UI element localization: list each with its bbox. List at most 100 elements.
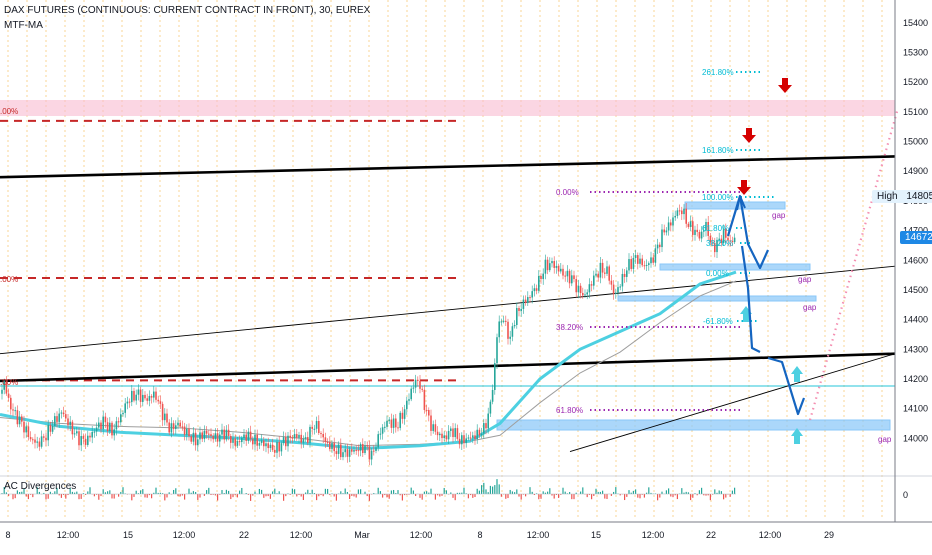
candle-body [623, 273, 626, 277]
candle [540, 273, 542, 284]
candle-body [357, 450, 360, 452]
candle-body [265, 443, 267, 447]
candle-body [654, 248, 657, 263]
candle [326, 438, 329, 447]
candle [661, 224, 663, 252]
candle [241, 435, 243, 448]
fvg-box [659, 263, 811, 271]
candle [480, 427, 483, 439]
candle-body [36, 441, 38, 443]
candle-body [439, 433, 441, 436]
candle [197, 435, 199, 452]
candle [144, 391, 146, 401]
candle-body [709, 235, 712, 243]
candle-body [344, 449, 346, 453]
candle-body [729, 240, 731, 242]
candle [203, 425, 206, 443]
time-tick-label: Mar [354, 530, 370, 540]
candle [725, 223, 727, 243]
candle [617, 281, 619, 296]
trend-line[interactable] [569, 353, 896, 453]
candle [423, 384, 426, 414]
candle [586, 289, 588, 300]
candle [300, 428, 302, 449]
candle-body [296, 434, 298, 438]
time-tick-label: 12:00 [290, 530, 313, 540]
candle-body [676, 210, 679, 216]
candle-body [637, 255, 639, 264]
high-value: 14805 [906, 191, 932, 202]
candle-body [606, 266, 608, 274]
candle [707, 216, 709, 241]
candle-body [722, 229, 725, 244]
candle [170, 417, 173, 438]
candle [109, 417, 111, 434]
candle [278, 436, 280, 458]
candle-body [582, 293, 584, 296]
symbol-title: DAX FUTURES (CONTINUOUS: CURRENT CONTRAC… [4, 5, 371, 16]
candle [95, 422, 98, 437]
candle [450, 426, 452, 437]
candle [89, 432, 91, 442]
candle [7, 388, 10, 402]
candle [463, 430, 465, 449]
candle [12, 403, 14, 417]
candle [80, 430, 82, 452]
candle [115, 416, 118, 436]
candle [227, 424, 230, 441]
candle-body [197, 439, 199, 446]
candle-body [388, 419, 390, 421]
candle [177, 417, 179, 430]
candle-body [595, 273, 597, 276]
candle-body [502, 320, 505, 322]
trend-line[interactable] [0, 155, 896, 179]
candle-body [522, 299, 525, 309]
candle-body [700, 231, 703, 239]
candle-body [3, 381, 5, 390]
candle-body [223, 429, 225, 440]
candle [379, 427, 382, 440]
time-tick-label: 22 [239, 530, 249, 540]
candle-body [692, 221, 694, 235]
candle [700, 226, 703, 243]
candle-body [117, 421, 120, 423]
candle-body [47, 424, 49, 441]
candle-body [208, 433, 210, 435]
candle-body [172, 423, 175, 429]
candle-body [93, 431, 96, 433]
candle [353, 446, 355, 455]
candle [566, 265, 569, 283]
candle [531, 285, 533, 304]
candle-body [179, 422, 181, 427]
candle-body [342, 452, 344, 458]
candle [520, 303, 522, 317]
candle [694, 225, 696, 241]
trend-line[interactable] [0, 265, 896, 355]
candle [551, 257, 553, 268]
candle-body [260, 440, 263, 444]
candle [252, 436, 254, 450]
candle [487, 407, 489, 434]
candle [491, 384, 494, 405]
candle [51, 420, 54, 435]
candle [45, 432, 47, 446]
candle [298, 431, 300, 443]
candle-body [87, 435, 89, 445]
candle-body [425, 409, 428, 411]
time-tick-label: 12:00 [57, 530, 80, 540]
candle [318, 415, 320, 435]
candle-body [113, 429, 115, 436]
candle-body [120, 414, 122, 423]
candle [331, 440, 333, 453]
candle [648, 261, 650, 271]
candle [150, 394, 153, 404]
candle-body [601, 262, 604, 273]
candle-body [23, 421, 25, 433]
candle [392, 414, 395, 434]
candle [397, 421, 399, 432]
gap-label: gap [878, 435, 892, 444]
candle [260, 434, 263, 446]
candle-body [406, 400, 408, 410]
trend-line[interactable] [0, 352, 896, 383]
